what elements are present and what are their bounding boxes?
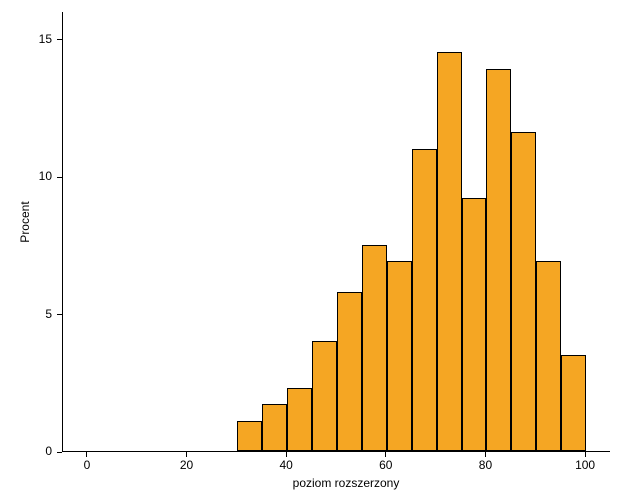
histogram-bar	[337, 292, 362, 452]
y-tick-label: 10	[22, 169, 52, 183]
y-tick	[57, 314, 62, 315]
histogram-bar	[237, 421, 262, 451]
y-axis-label: Procent	[18, 182, 32, 262]
histogram-bar	[511, 132, 536, 451]
histogram-bar	[486, 69, 511, 451]
y-tick	[57, 452, 62, 453]
histogram-bar	[462, 198, 487, 451]
histogram-bar	[362, 245, 387, 451]
y-tick-label: 0	[22, 444, 52, 458]
x-tick	[186, 452, 187, 457]
x-tick-label: 60	[366, 458, 406, 472]
x-tick-label: 20	[167, 458, 207, 472]
x-tick-label: 40	[266, 458, 306, 472]
x-tick	[385, 452, 386, 457]
x-tick	[86, 452, 87, 457]
x-tick-label: 0	[67, 458, 107, 472]
histogram-bar	[312, 341, 337, 451]
y-tick	[57, 177, 62, 178]
y-tick	[57, 39, 62, 40]
x-tick	[585, 452, 586, 457]
plot-area	[62, 12, 610, 452]
x-tick-label: 80	[465, 458, 505, 472]
histogram-bar	[437, 52, 462, 451]
y-tick-label: 5	[22, 307, 52, 321]
histogram-bar	[536, 261, 561, 451]
histogram-bar	[262, 404, 287, 451]
histogram-bar	[387, 261, 412, 451]
x-tick	[485, 452, 486, 457]
y-tick-label: 15	[22, 32, 52, 46]
histogram-bar	[412, 149, 437, 452]
histogram-bar	[287, 388, 312, 451]
x-tick	[286, 452, 287, 457]
histogram-bar	[561, 355, 586, 451]
histogram-chart: Procent poziom rozszerzony 0 5 10 15 0 20 40 60…	[0, 0, 626, 501]
x-tick-label: 100	[565, 458, 605, 472]
x-axis-label: poziom rozszerzony	[276, 476, 416, 490]
